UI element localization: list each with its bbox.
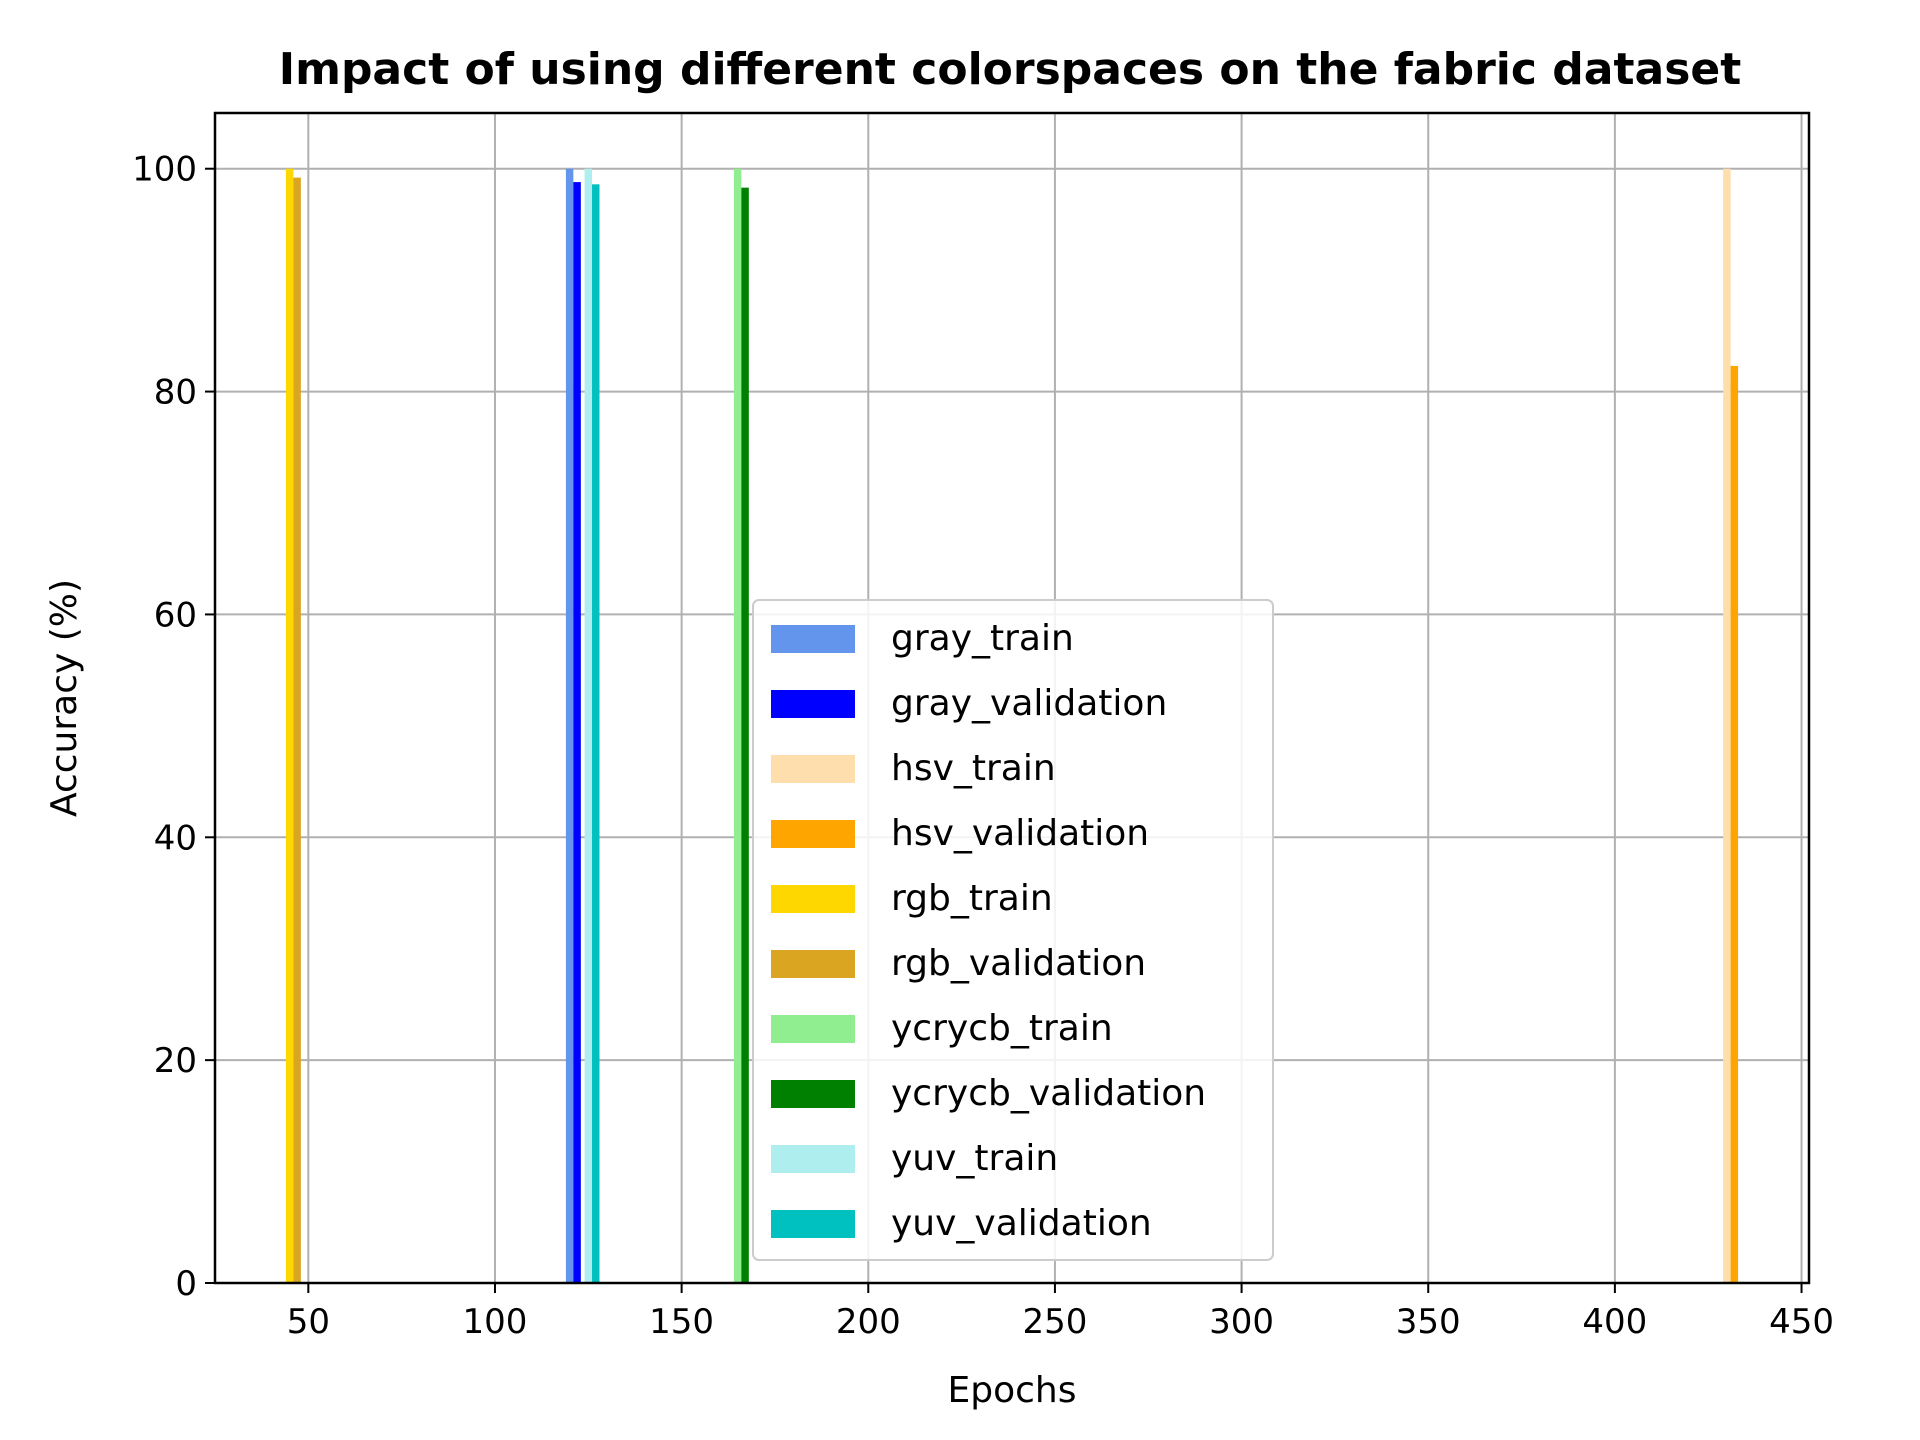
x-tick-label: 400	[1582, 1302, 1647, 1342]
legend-swatch	[771, 1145, 855, 1173]
x-tick-label: 300	[1209, 1302, 1274, 1342]
legend-swatch	[771, 755, 855, 783]
x-tick-label: 200	[836, 1302, 901, 1342]
bar-hsv-train	[1723, 168, 1731, 1284]
bar-gray-validation	[573, 182, 581, 1284]
legend-swatch	[771, 625, 855, 653]
legend-label: gray_train	[891, 618, 1074, 659]
legend-swatch	[771, 1080, 855, 1108]
bars	[285, 168, 1739, 1284]
y-tick-label: 0	[175, 1264, 197, 1304]
legend-swatch	[771, 950, 855, 978]
bar-ycrycb-train	[733, 168, 742, 1284]
bar-ycrycb-validation	[741, 187, 749, 1284]
legend-label: rgb_validation	[891, 943, 1146, 984]
y-tick-label: 100	[132, 150, 197, 190]
legend-swatch	[771, 885, 855, 913]
legend-label: ycrycb_train	[891, 1008, 1113, 1049]
y-tick-label: 80	[154, 373, 197, 413]
y-tick-label: 60	[154, 595, 197, 635]
legend-label: hsv_train	[891, 748, 1056, 789]
x-axis: 50 100 150 200 250 300 350 400 450	[287, 1283, 1834, 1342]
x-axis-label: Epochs	[948, 1370, 1077, 1411]
legend-swatch	[771, 820, 855, 848]
legend-swatch	[771, 1015, 855, 1043]
legend-swatch	[771, 690, 855, 718]
bar-hsv-validation	[1730, 365, 1739, 1283]
y-axis-label: Accuracy (%)	[44, 579, 85, 817]
legend-swatch	[771, 1210, 855, 1238]
x-tick-label: 150	[649, 1302, 714, 1342]
y-axis: 0 20 40 60 80 100	[132, 150, 215, 1304]
bar-rgb-train	[285, 168, 294, 1284]
legend: gray_train gray_validation hsv_train hsv_va…	[752, 599, 1274, 1261]
legend-label: hsv_validation	[891, 813, 1149, 854]
legend-label: yuv_validation	[891, 1203, 1152, 1244]
bar-gray-train	[565, 168, 574, 1284]
x-tick-label: 50	[287, 1302, 330, 1342]
bar-yuv-validation	[592, 184, 600, 1283]
bar-rgb-validation	[293, 177, 301, 1284]
legend-label: yuv_train	[891, 1138, 1058, 1179]
x-tick-label: 100	[463, 1302, 528, 1342]
bar-yuv-train	[584, 168, 593, 1284]
y-tick-label: 20	[154, 1041, 197, 1081]
y-tick-label: 40	[154, 818, 197, 858]
x-tick-label: 250	[1022, 1302, 1087, 1342]
legend-label: gray_validation	[891, 683, 1167, 724]
legend-label: rgb_train	[891, 878, 1053, 919]
legend-box	[752, 599, 1274, 1261]
plot-frame	[213, 111, 1811, 1285]
chart-title: Impact of using different colorspaces on…	[279, 44, 1742, 95]
legend-label: ycrycb_validation	[891, 1073, 1206, 1114]
x-tick-label: 350	[1396, 1302, 1461, 1342]
x-tick-label: 450	[1769, 1302, 1834, 1342]
